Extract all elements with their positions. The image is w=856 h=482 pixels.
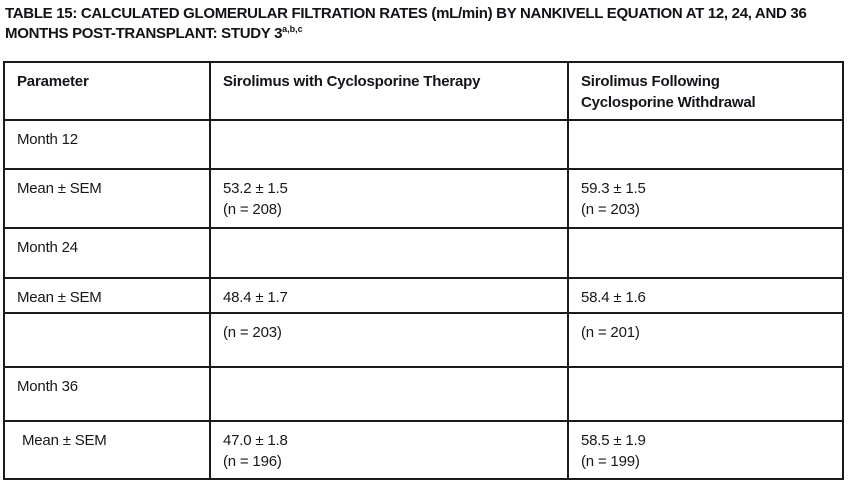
row-n-month-24: (n = 203) (n = 201) — [3, 312, 844, 368]
header-row: Parameter Sirolimus with Cyclosporine Th… — [3, 61, 844, 121]
cell-month-24-col2 — [209, 227, 569, 279]
cell-n-24-cyclosporine: (n = 203) — [209, 312, 569, 368]
cell-mean-sem-24-cyclosporine: 48.4 ± 1.7 — [209, 277, 569, 314]
header-parameter: Parameter — [3, 61, 211, 121]
row-month-24: Month 24 — [3, 227, 844, 279]
cell-month-36-col3 — [567, 366, 844, 422]
cell-month-36-col2 — [209, 366, 569, 422]
cell-n-24-withdrawal: (n = 201) — [567, 312, 844, 368]
table-title-line2: MONTHS POST-TRANSPLANT: STUDY 3 — [5, 25, 283, 42]
row-month-36: Month 36 — [3, 366, 844, 422]
cell-mean-sem-36-withdrawal: 58.5 ± 1.9 (n = 199) — [567, 420, 844, 480]
header-sirolimus-with-cyclosporine: Sirolimus with Cyclosporine Therapy — [209, 61, 569, 121]
cell-month-24-col3 — [567, 227, 844, 279]
table-title-footnote-marks: a,b,c — [282, 24, 303, 34]
cell-mean-sem-12-label: Mean ± SEM — [3, 168, 211, 229]
row-month-12: Month 12 — [3, 119, 844, 170]
cell-month-12-col2 — [209, 119, 569, 170]
gfr-table: Parameter Sirolimus with Cyclosporine Th… — [3, 61, 844, 480]
cell-month-12-label: Month 12 — [3, 119, 211, 170]
row-mean-sem-month-36: Mean ± SEM 47.0 ± 1.8 (n = 196) 58.5 ± 1… — [3, 420, 844, 480]
header-sirolimus-following-withdrawal: Sirolimus Following Cyclosporine Withdra… — [567, 61, 844, 121]
row-mean-sem-month-24: Mean ± SEM 48.4 ± 1.7 58.4 ± 1.6 — [3, 277, 844, 314]
cell-mean-sem-24-withdrawal: 58.4 ± 1.6 — [567, 277, 844, 314]
cell-mean-sem-12-withdrawal: 59.3 ± 1.5 (n = 203) — [567, 168, 844, 229]
row-mean-sem-month-12: Mean ± SEM 53.2 ± 1.5 (n = 208) 59.3 ± 1… — [3, 168, 844, 229]
cell-mean-sem-36-label: Mean ± SEM — [3, 420, 211, 480]
cell-n-24-label — [3, 312, 211, 368]
cell-mean-sem-12-cyclosporine: 53.2 ± 1.5 (n = 208) — [209, 168, 569, 229]
table-title-line1: TABLE 15: CALCULATED GLOMERULAR FILTRATI… — [5, 5, 807, 22]
cell-mean-sem-36-cyclosporine: 47.0 ± 1.8 (n = 196) — [209, 420, 569, 480]
cell-mean-sem-24-label: Mean ± SEM — [3, 277, 211, 314]
table-title: TABLE 15: CALCULATED GLOMERULAR FILTRATI… — [5, 4, 853, 44]
cell-month-36-label: Month 36 — [3, 366, 211, 422]
cell-month-12-col3 — [567, 119, 844, 170]
cell-month-24-label: Month 24 — [3, 227, 211, 279]
